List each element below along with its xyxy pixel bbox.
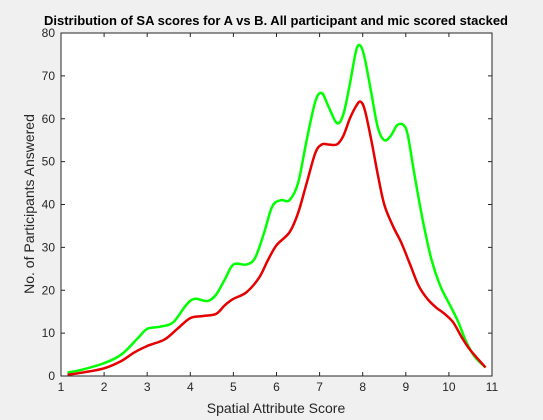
y-tick-label: 80 (42, 26, 56, 40)
x-tick-label: 10 (442, 380, 456, 394)
x-tick-label: 1 (58, 380, 65, 394)
x-tick-label: 7 (316, 380, 323, 394)
axes-background (61, 33, 492, 376)
x-tick-label: 11 (486, 380, 499, 394)
y-tick-label: 70 (42, 69, 56, 83)
chart-title: Distribution of SA scores for A vs B. Al… (44, 13, 508, 28)
y-tick-label: 30 (42, 240, 56, 254)
x-axis-ticks: 1 2 3 4 5 6 7 8 9 10 11 (58, 33, 499, 394)
x-tick-label: 6 (273, 380, 280, 394)
x-tick-label: 8 (359, 380, 366, 394)
y-tick-label: 0 (48, 369, 55, 383)
y-axis-label: No. of Participants Answered (21, 114, 37, 294)
x-tick-label: 9 (402, 380, 409, 394)
y-tick-label: 40 (42, 198, 56, 212)
y-axis-ticks: 0 10 20 30 40 50 60 70 80 (42, 26, 492, 383)
y-tick-label: 10 (42, 326, 56, 340)
x-tick-label: 4 (187, 380, 194, 394)
y-tick-label: 50 (42, 155, 56, 169)
x-tick-label: 5 (230, 380, 237, 394)
x-tick-label: 3 (144, 380, 151, 394)
series-line-2 (67, 100, 487, 376)
series-layer (67, 43, 487, 376)
x-tick-label: 2 (101, 380, 108, 394)
y-tick-label: 60 (42, 112, 56, 126)
series-line-1 (67, 43, 487, 374)
y-tick-label: 20 (42, 283, 56, 297)
x-axis-label: Spatial Attribute Score (207, 400, 346, 416)
